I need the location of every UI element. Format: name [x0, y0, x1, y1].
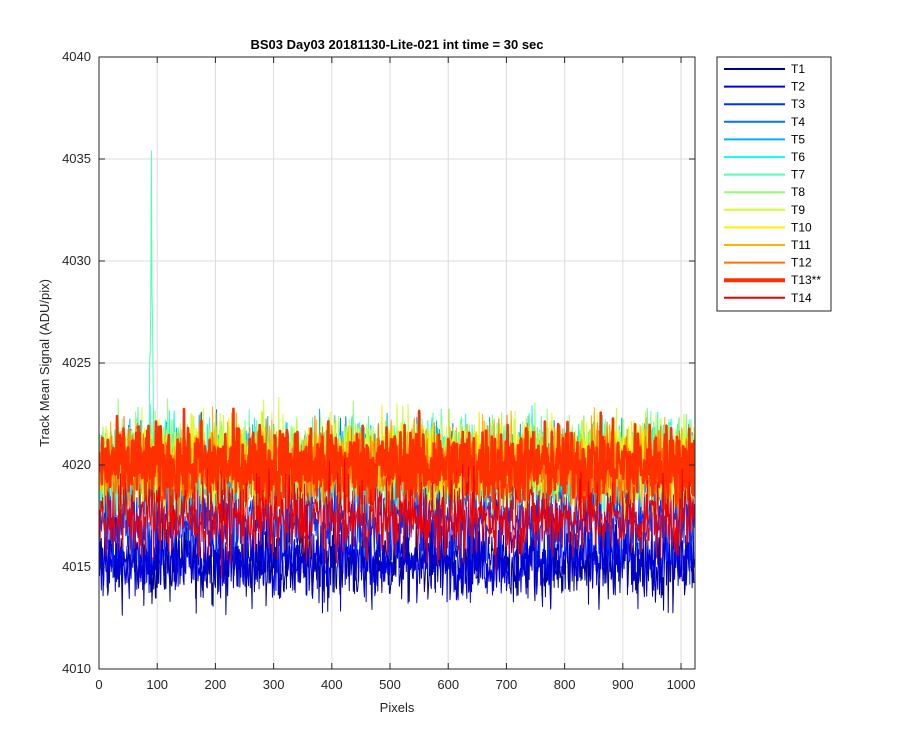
y-tick-label: 4010 [62, 661, 91, 676]
x-tick-label: 0 [95, 677, 102, 692]
axis-ticks: 0 100 200 300 400 500 600 700 800 900 1000 4010 4015… [62, 49, 695, 692]
x-tick-label: 200 [205, 677, 227, 692]
legend-label: T12 [791, 256, 812, 270]
legend-label: T5 [791, 132, 805, 146]
legend-label: T10 [791, 220, 812, 234]
y-axis-label: Track Mean Signal (ADU/pix) [37, 279, 52, 447]
x-tick-label: 600 [437, 677, 459, 692]
x-tick-label: 400 [321, 677, 343, 692]
y-tick-label: 4030 [62, 253, 91, 268]
x-tick-label: 300 [263, 677, 285, 692]
x-axis-label: Pixels [380, 700, 415, 715]
legend-label: T2 [791, 80, 805, 94]
x-tick-label: 700 [496, 677, 518, 692]
legend-label: T14 [791, 291, 812, 305]
legend-label: T13** [791, 273, 821, 287]
y-tick-label: 4025 [62, 355, 91, 370]
legend-label: T3 [791, 97, 805, 111]
legend: T1 T2 T3 T4 T5 T6 T7 T8 T9 T10 T11 T12 T13** T14 [716, 56, 832, 312]
x-tick-label: 1000 [667, 677, 696, 692]
legend-label: T4 [791, 115, 805, 129]
chart-title: BS03 Day03 20181130-Lite-021 int time = … [250, 37, 543, 52]
legend-box [716, 56, 832, 312]
y-tick-label: 4020 [62, 457, 91, 472]
x-tick-label: 100 [146, 677, 168, 692]
y-tick-label: 4040 [62, 49, 91, 64]
legend-label: T1 [791, 62, 805, 76]
x-tick-label: 900 [612, 677, 634, 692]
legend-label: T7 [791, 168, 805, 182]
legend-label: T6 [791, 150, 805, 164]
x-tick-label: 500 [379, 677, 401, 692]
y-tick-label: 4015 [62, 559, 91, 574]
legend-label: T11 [791, 238, 811, 252]
legend-label: T8 [791, 185, 805, 199]
x-tick-label: 800 [554, 677, 576, 692]
series-line-t14 [99, 458, 695, 579]
y-tick-label: 4035 [62, 151, 91, 166]
legend-label: T9 [791, 203, 805, 217]
series-lines [99, 150, 695, 616]
series-line-t13 [99, 407, 695, 521]
